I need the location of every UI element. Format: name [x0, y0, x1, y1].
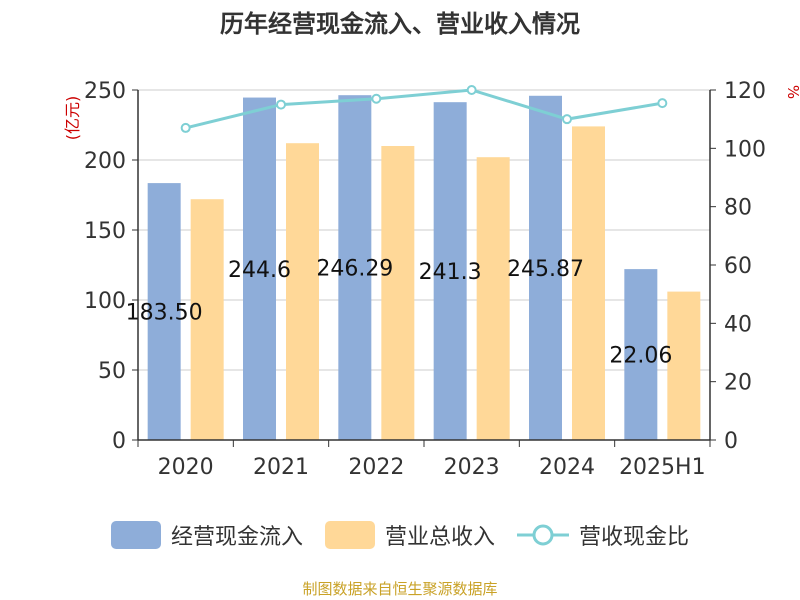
data-label: 245.87 [507, 257, 584, 282]
bar-cash-inflow [624, 269, 658, 440]
axes: 0 50 100 150 200 250 0 20 40 60 80 100 120 (亿元)% 2020 2… [63, 79, 800, 480]
chart-title: 历年经营现金流入、营业收入情况 [220, 10, 580, 38]
ratio-point [180, 122, 191, 133]
ratio-point [466, 85, 477, 95]
legend-item-cash-inflow[interactable]: 经营现金流入 [110, 519, 303, 551]
y-right-tick-label: 60 [724, 254, 752, 279]
ratio-point [657, 98, 668, 109]
legend-item-revenue[interactable]: 营业总收入 [324, 519, 495, 551]
y-left-unit-label: (亿元) [63, 96, 82, 141]
y-right-tick-label: 40 [724, 312, 752, 337]
bar-cash-inflow [338, 95, 372, 440]
data-label: 246.29 [316, 257, 393, 282]
y-left-tick-label: 250 [84, 79, 126, 104]
legend-swatch-revenue [324, 521, 375, 549]
bar-revenue [190, 199, 224, 440]
y-right-tick-label: 120 [724, 79, 766, 104]
bar-cash-inflow [243, 97, 276, 440]
legend-item-ratio[interactable]: 营收现金比 [517, 519, 689, 551]
y-right-tick-label: 100 [724, 137, 766, 162]
ratio-point [276, 99, 286, 110]
legend-label-cash-inflow: 经营现金流入 [170, 525, 303, 550]
x-tick-label: 2021 [253, 455, 309, 480]
bar-revenue [476, 157, 510, 440]
bar-cash-inflow [433, 102, 467, 441]
data-label: 183.50 [126, 301, 203, 326]
y-right-tick-label: 20 [724, 371, 752, 396]
x-tick-label: 2023 [444, 455, 500, 480]
source-note: 制图数据来自恒生聚源数据库 [302, 580, 498, 598]
y-left-tick-label: 50 [98, 359, 126, 384]
data-label: 244.6 [228, 258, 291, 283]
y-left-tick-label: 0 [112, 429, 126, 454]
legend-swatch-cash-inflow [110, 521, 161, 549]
legend-label-ratio: 营收现金比 [579, 525, 690, 550]
y-right-tick-label: 80 [724, 196, 752, 221]
y-left-tick-label: 150 [84, 219, 126, 244]
bar-revenue [572, 126, 605, 441]
data-label: 241.3 [419, 260, 482, 285]
bar-cash-inflow [147, 183, 181, 440]
data-label: 22.06 [609, 344, 672, 369]
bar-revenue [286, 143, 319, 440]
x-tick-label: 2024 [539, 455, 595, 480]
gridlines [138, 89, 710, 371]
ratio-line [180, 85, 668, 133]
legend: 经营现金流入 营业总收入 营收现金比 [0, 515, 800, 555]
bar-revenue [667, 291, 701, 440]
x-tick-label: 2020 [158, 455, 214, 480]
data-labels: 183.50 244.6 246.29 241.3 245.87 22.06 [126, 257, 673, 369]
ratio-line-path [185, 88, 663, 130]
bar-cash-inflow [529, 95, 562, 441]
bars [147, 95, 701, 441]
legend-label-revenue: 营业总收入 [384, 525, 495, 550]
y-left-tick-label: 200 [84, 149, 126, 174]
bar-revenue [381, 146, 415, 440]
y-left-tick-label: 100 [84, 289, 126, 314]
y-right-tick-label: 0 [724, 429, 738, 454]
x-tick-label: 2025H1 [619, 455, 706, 480]
y-right-unit-label: % [784, 85, 800, 99]
ratio-point [371, 93, 382, 104]
x-tick-label: 2022 [348, 455, 404, 480]
ratio-point [562, 114, 572, 125]
legend-line-marker-icon [517, 524, 569, 546]
